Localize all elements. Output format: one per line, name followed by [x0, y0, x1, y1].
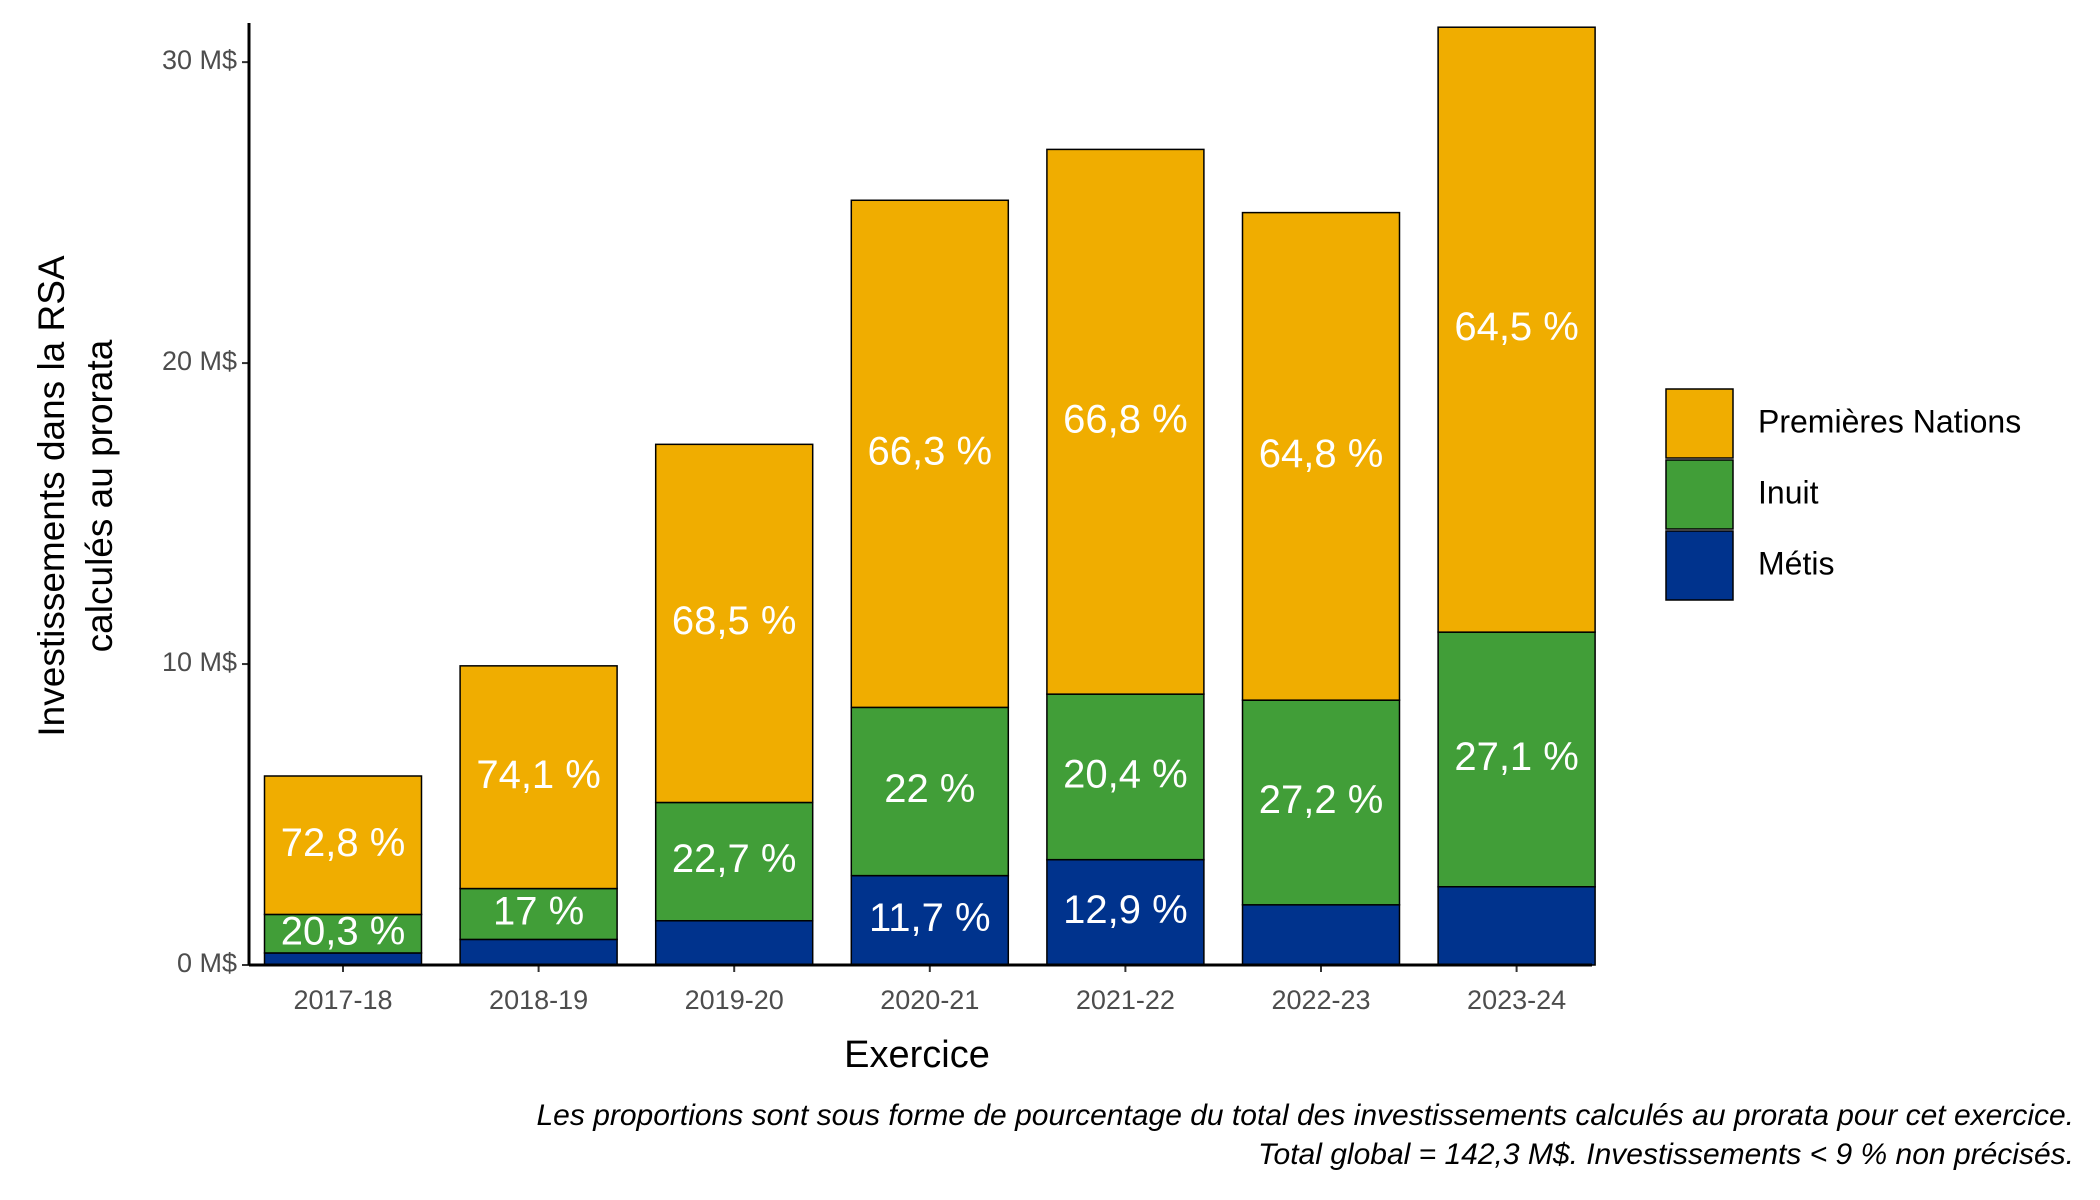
bar-segment [459, 938, 618, 966]
share-label: 64,5 % [1454, 305, 1579, 349]
share-label: 72,8 % [281, 821, 406, 865]
x-tick-label: 2019-20 [685, 985, 784, 1015]
bar-segment [654, 920, 814, 966]
legend-swatch [1665, 530, 1734, 601]
share-label: 68,5 % [672, 599, 797, 643]
bar-segment [1241, 904, 1401, 966]
legend-label: Métis [1758, 545, 1834, 581]
x-tick-label: 2023-24 [1467, 985, 1566, 1015]
bar-segment [459, 665, 618, 890]
bar-segment [263, 775, 423, 916]
caption: Total global = 142,3 M$. Investissements… [1258, 1138, 2074, 1171]
share-label: 20,3 % [281, 909, 406, 953]
y-tick-label: 30 M$ [162, 45, 237, 75]
bar-segment [850, 199, 1010, 709]
bar-segment [654, 801, 814, 922]
share-label: 22,7 % [672, 837, 797, 881]
bar-segment [263, 913, 423, 954]
share-label: 20,4 % [1063, 752, 1188, 796]
y-axis-title-line: Investissements dans la RSA [31, 255, 72, 737]
y-axis-title-line: calculés au prorata [79, 339, 120, 652]
share-label: 27,1 % [1454, 735, 1579, 779]
legend-label: Premières Nations [1758, 403, 2021, 439]
legend-label: Inuit [1758, 474, 1819, 510]
y-tick-label: 10 M$ [162, 647, 237, 677]
share-label: 27,2 % [1259, 778, 1384, 822]
y-tick-label: 0 M$ [177, 948, 237, 978]
bar-segment [459, 887, 618, 941]
x-axis-title: Exercice [844, 1034, 990, 1076]
bar-segment [1046, 148, 1205, 695]
caption: Les proportions sont sous forme de pourc… [536, 1099, 2074, 1132]
bar-segment [850, 706, 1010, 877]
share-label: 74,1 % [476, 753, 601, 797]
y-tick-label: 20 M$ [162, 346, 237, 376]
share-label: 64,8 % [1259, 432, 1384, 476]
bar-segment [263, 952, 423, 966]
bar-segment [1241, 699, 1401, 906]
x-tick-label: 2022-23 [1271, 985, 1370, 1015]
bar-segment [1046, 858, 1205, 966]
share-label: 17 % [493, 890, 584, 934]
legend-swatch [1665, 459, 1734, 530]
share-label: 12,9 % [1063, 888, 1188, 932]
x-tick-label: 2018-19 [489, 985, 588, 1015]
share-label: 22 % [884, 767, 975, 811]
bar-segment [1241, 211, 1401, 701]
bar-segment [1437, 886, 1596, 966]
share-label: 66,3 % [868, 429, 993, 473]
y-axis-title: Investissements dans la RSA calculés au … [31, 255, 120, 737]
bar-segment [654, 443, 814, 804]
bar-segment [1437, 26, 1596, 633]
share-label: 66,8 % [1063, 397, 1188, 441]
x-tick-label: 2020-21 [880, 985, 979, 1015]
bar-segment [1437, 631, 1596, 888]
share-label: 11,7 % [869, 896, 991, 940]
x-tick-label: 2021-22 [1076, 985, 1175, 1015]
x-tick-label: 2017-18 [293, 985, 392, 1015]
legend-swatch [1665, 388, 1734, 459]
